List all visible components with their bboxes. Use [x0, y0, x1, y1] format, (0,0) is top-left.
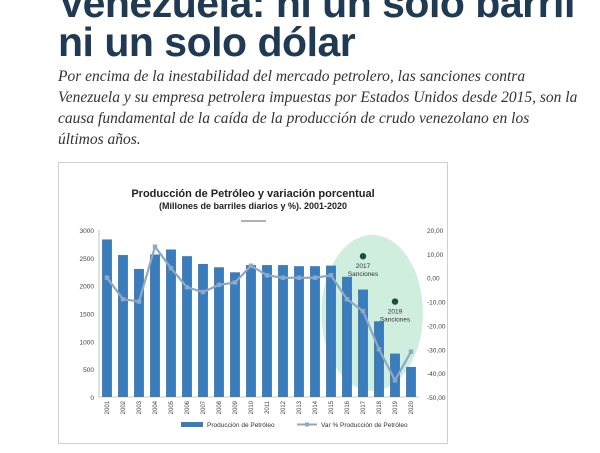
x-tick-label: 2014	[313, 400, 319, 414]
right-tick-label: -40,00	[427, 371, 446, 378]
variation-point	[152, 244, 158, 249]
variation-point	[200, 289, 206, 295]
x-tick-label: 2015	[329, 400, 335, 414]
annotation-year: 2017	[356, 263, 371, 270]
x-tick-label: 2005	[169, 400, 175, 414]
production-bar	[278, 265, 288, 397]
variation-point	[136, 299, 142, 304]
variation-point	[104, 275, 110, 280]
x-tick-label: 2008	[217, 400, 223, 414]
x-tick-label: 2004	[153, 400, 159, 414]
variation-point	[280, 275, 286, 280]
legend-bar-swatch	[181, 422, 203, 427]
x-tick-label: 2019	[393, 400, 399, 414]
chart-subtitle: (Millones de barriles diarios y %). 2001…	[159, 201, 347, 211]
x-tick-label: 2001	[105, 400, 111, 414]
right-tick-label: -20,00	[427, 323, 446, 330]
variation-point	[232, 280, 238, 285]
legend-bar-label: Producción de Petróleo	[207, 422, 275, 429]
right-tick-label: 10,00	[427, 252, 444, 259]
production-bar	[246, 265, 256, 397]
variation-point	[312, 275, 318, 280]
variation-point	[296, 275, 302, 280]
left-tick-label: 1000	[80, 339, 95, 346]
variation-point	[248, 263, 254, 268]
left-tick-label: 500	[83, 367, 94, 374]
right-tick-label: 0,00	[427, 276, 440, 283]
chart-title: Producción de Petróleo y variación porce…	[131, 188, 374, 200]
sanction-marker	[391, 298, 399, 305]
x-tick-label: 2018	[377, 400, 383, 414]
production-bar	[326, 265, 336, 397]
x-tick-label: 2002	[121, 400, 127, 414]
annotation-label: Sanciones	[380, 317, 411, 324]
right-tick-label: -50,00	[427, 395, 446, 402]
production-bar	[118, 255, 128, 397]
variation-line	[106, 244, 412, 383]
legend-line-label: Var % Producción de Petróleo	[321, 422, 408, 429]
headline-line-2: ni un solo dólar	[58, 19, 356, 65]
x-tick-label: 2011	[265, 400, 271, 414]
variation-point	[360, 308, 366, 314]
production-bar	[342, 276, 352, 397]
production-bar	[358, 289, 368, 397]
production-bar	[134, 268, 144, 397]
variation-point	[264, 273, 270, 278]
production-bar	[390, 353, 400, 397]
variation-point	[168, 265, 174, 271]
x-tick-label: 2010	[249, 400, 255, 414]
x-tick-label: 2013	[297, 400, 303, 414]
x-tick-label: 2016	[345, 400, 351, 414]
variation-point	[344, 296, 350, 302]
production-bar	[182, 256, 192, 397]
variation-point	[120, 296, 126, 302]
article-lead: Por encima de la inestabilidad del merca…	[58, 68, 578, 148]
headline-line-1: Venezuela: ni un solo barril	[58, 0, 575, 26]
x-tick-label: 2007	[201, 400, 207, 414]
x-tick-label: 2012	[281, 400, 287, 414]
left-tick-label: 3000	[80, 228, 95, 235]
x-tick-label: 2009	[233, 400, 239, 414]
variation-point	[408, 349, 414, 354]
production-bar	[230, 272, 240, 397]
production-bar	[294, 266, 304, 397]
x-tick-label: 2003	[137, 400, 143, 414]
right-tick-label: -10,00	[427, 300, 446, 307]
left-tick-label: 2000	[80, 284, 95, 291]
plot-area: 0 500 1000 1500 2000 2500 3000 20,00 10,00 0,00 -1…	[80, 228, 446, 429]
x-tick-label: 2017	[361, 400, 367, 414]
left-tick-label: 1500	[80, 312, 95, 319]
right-tick-label: 20,00	[427, 228, 444, 235]
production-bar	[102, 239, 112, 397]
production-bar	[374, 321, 384, 397]
production-bar	[166, 249, 176, 397]
annotation-label: Sanciones	[348, 271, 379, 278]
production-chart: Producción de Petróleo y variación porce…	[80, 188, 446, 429]
annotation-year: 2019	[388, 309, 403, 316]
production-bar	[214, 267, 224, 397]
legend-line-marker	[305, 422, 309, 427]
left-tick-label: 0	[90, 395, 94, 402]
production-bar	[310, 266, 320, 397]
production-bar	[406, 366, 416, 397]
x-tick-label: 2006	[185, 400, 191, 414]
production-bar	[198, 263, 208, 397]
variation-point	[184, 285, 190, 290]
left-tick-label: 2500	[80, 256, 95, 263]
production-bar	[150, 254, 160, 397]
production-bar	[262, 265, 272, 397]
variation-point	[216, 282, 222, 288]
variation-point	[328, 273, 334, 278]
chart-container: Producción de Petróleo y variación porce…	[58, 162, 448, 444]
right-tick-label: -30,00	[427, 347, 446, 354]
variation-point	[392, 378, 398, 383]
variation-point	[376, 347, 382, 352]
sanction-marker	[359, 253, 367, 260]
x-tick-label: 2020	[409, 400, 415, 414]
